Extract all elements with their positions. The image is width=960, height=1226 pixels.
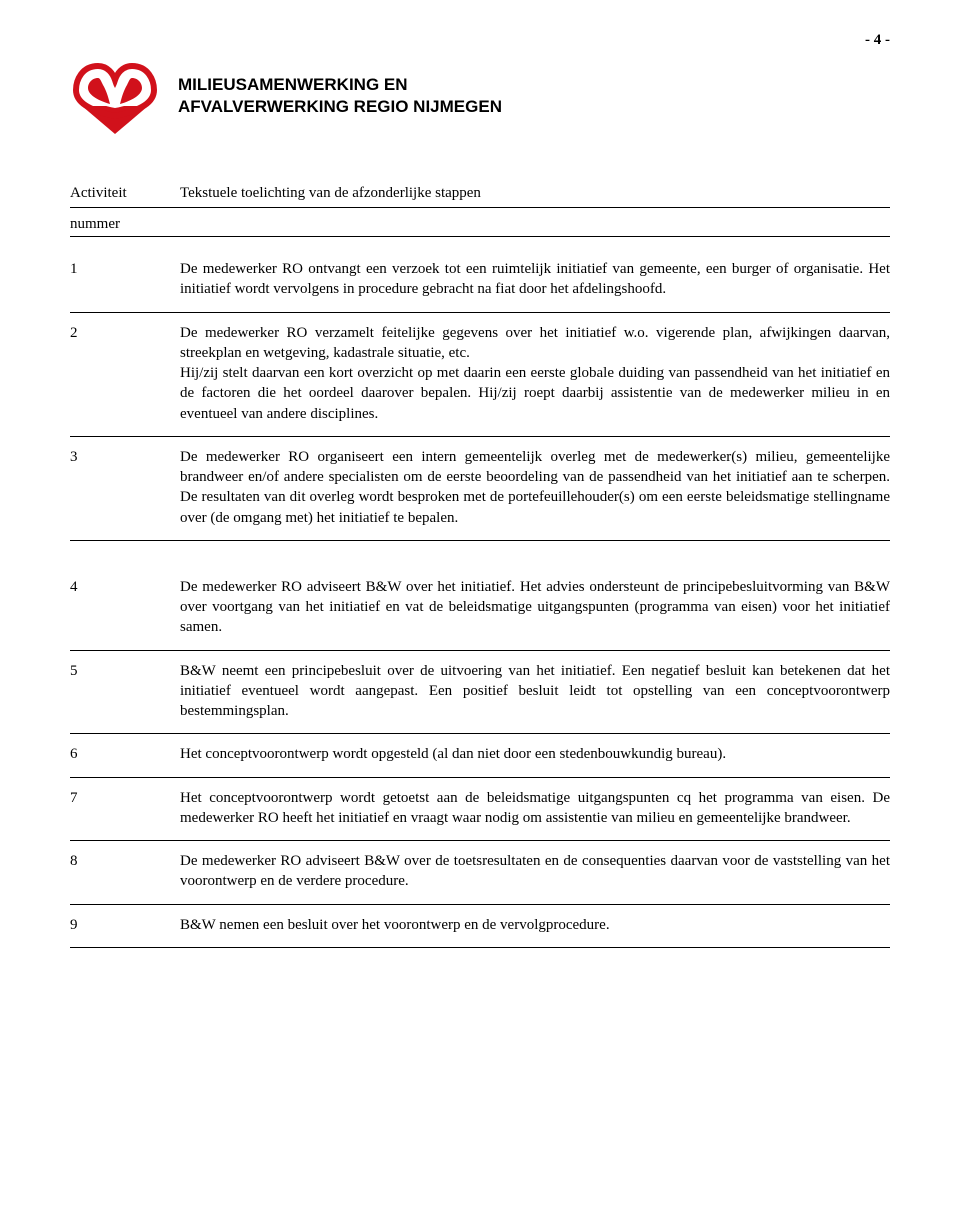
org-name-line1: MILIEUSAMENWERKING EN	[178, 74, 502, 95]
row-description: De medewerker RO ontvangt een verzoek to…	[180, 259, 890, 300]
org-logo	[70, 58, 160, 142]
page-number: - 4 -	[70, 30, 890, 50]
table-row: 6Het conceptvoorontwerp wordt opgesteld …	[70, 734, 890, 777]
row-description: De medewerker RO adviseert B&W over de t…	[180, 851, 890, 892]
org-name-line2: AFVALVERWERKING REGIO NIJMEGEN	[178, 96, 502, 117]
row-description: B&W neemt een principebesluit over de ui…	[180, 661, 890, 722]
table-row: 3De medewerker RO organiseert een intern…	[70, 437, 890, 541]
header-col2: Tekstuele toelichting van de afzonderlij…	[180, 183, 890, 203]
row-number: 2	[70, 323, 180, 343]
row-number: 3	[70, 447, 180, 467]
header-col1-line1: Activiteit	[70, 183, 180, 203]
row-number: 9	[70, 915, 180, 935]
header-col1-line2: nummer	[70, 214, 180, 234]
row-number: 4	[70, 577, 180, 597]
table-row: 4De medewerker RO adviseert B&W over het…	[70, 567, 890, 651]
row-description: Het conceptvoorontwerp wordt getoetst aa…	[180, 788, 890, 829]
table-row: 9B&W nemen een besluit over het voorontw…	[70, 905, 890, 948]
table-row: 8De medewerker RO adviseert B&W over de …	[70, 841, 890, 905]
row-number: 6	[70, 744, 180, 764]
row-description: De medewerker RO verzamelt feitelijke ge…	[180, 323, 890, 424]
table-header-row2: nummer	[70, 214, 890, 237]
table-body: 1De medewerker RO ontvangt een verzoek t…	[70, 249, 890, 948]
row-number: 7	[70, 788, 180, 808]
table-row: 5B&W neemt een principebesluit over de u…	[70, 651, 890, 735]
row-description: De medewerker RO organiseert een intern …	[180, 447, 890, 528]
row-description: B&W nemen een besluit over het voorontwe…	[180, 915, 890, 935]
table-row: 2De medewerker RO verzamelt feitelijke g…	[70, 313, 890, 437]
row-number: 1	[70, 259, 180, 279]
org-name: MILIEUSAMENWERKING EN AFVALVERWERKING RE…	[178, 58, 502, 117]
table-header: Activiteit Tekstuele toelichting van de …	[70, 183, 890, 208]
row-description: Het conceptvoorontwerp wordt opgesteld (…	[180, 744, 890, 764]
logo-icon	[70, 58, 160, 136]
table-row: 1De medewerker RO ontvangt een verzoek t…	[70, 249, 890, 313]
row-number: 8	[70, 851, 180, 871]
row-description: De medewerker RO adviseert B&W over het …	[180, 577, 890, 638]
row-number: 5	[70, 661, 180, 681]
table-row: 7Het conceptvoorontwerp wordt getoetst a…	[70, 778, 890, 842]
document-header: MILIEUSAMENWERKING EN AFVALVERWERKING RE…	[70, 58, 890, 142]
